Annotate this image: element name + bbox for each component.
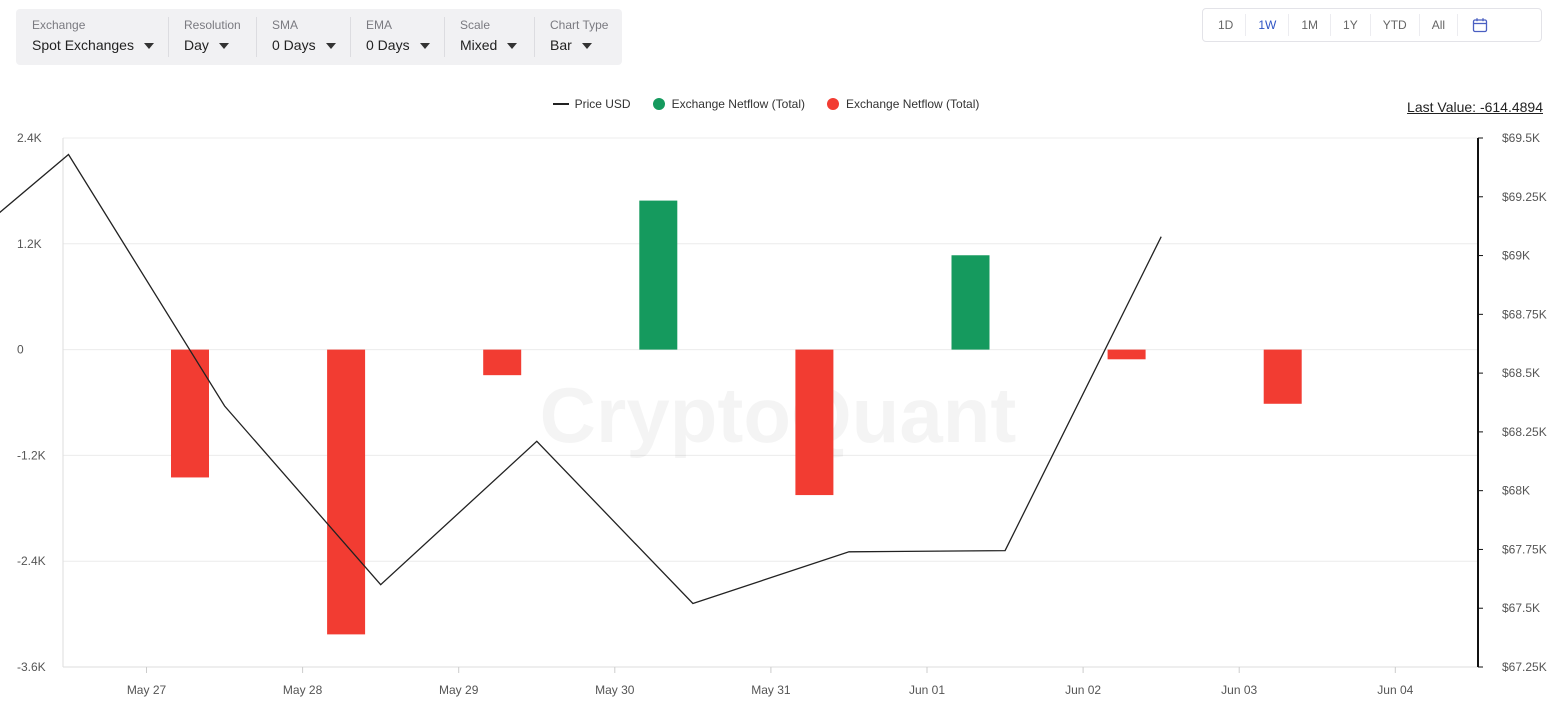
calendar-icon <box>1472 18 1488 33</box>
left-tick-label: 0 <box>17 343 24 357</box>
time-range-selector: 1D 1W 1M 1Y YTD All <box>1202 8 1542 42</box>
sma-value: 0 Days <box>272 37 336 53</box>
right-tick-label: $69K <box>1502 249 1530 263</box>
sma-selector[interactable]: SMA 0 Days <box>256 9 350 65</box>
resolution-label: Resolution <box>184 18 241 32</box>
price-line <box>0 153 1162 605</box>
x-tick-label: Jun 04 <box>1377 683 1413 697</box>
x-tick-label: Jun 02 <box>1065 683 1101 697</box>
x-tick-label: Jun 03 <box>1221 683 1257 697</box>
legend-netflow-negative-label: Exchange Netflow (Total) <box>846 97 980 111</box>
chevron-down-icon <box>581 42 592 49</box>
legend-item-netflow-negative[interactable]: Exchange Netflow (Total) <box>827 97 979 111</box>
legend-items: Price USD Exchange Netflow (Total) Excha… <box>552 97 1002 111</box>
green-dot-icon <box>652 98 665 110</box>
watermark: CryptoQuant <box>540 371 1017 459</box>
x-tick-label: May 28 <box>283 683 323 697</box>
right-tick-label: $67.75K <box>1502 542 1547 556</box>
right-tick-label: $68.75K <box>1502 307 1547 321</box>
ema-value-text: 0 Days <box>366 37 410 53</box>
netflow-bar <box>951 255 990 350</box>
chart-type-value: Bar <box>550 37 592 53</box>
chevron-down-icon <box>143 42 154 49</box>
range-button-1m[interactable]: 1M <box>1289 14 1332 36</box>
last-value-link[interactable]: Last Value: -614.4894 <box>1407 99 1543 115</box>
legend-item-price[interactable]: Price USD <box>552 97 631 111</box>
chart-legend: Price USD Exchange Netflow (Total) Excha… <box>0 97 1556 111</box>
right-tick-label: $67.5K <box>1502 601 1540 615</box>
right-axis-ticks: $69.5K $69.25K $69K $68.75K $68.5K $68.25K $68… <box>1478 131 1547 674</box>
exchange-label: Exchange <box>32 18 86 32</box>
right-tick-label: $68K <box>1502 484 1530 498</box>
chevron-down-icon <box>325 42 336 49</box>
calendar-button[interactable] <box>1458 17 1502 33</box>
right-tick-label: $67.25K <box>1502 660 1547 674</box>
chevron-down-icon <box>218 42 229 49</box>
scale-value-text: Mixed <box>460 37 498 53</box>
chart-type-selector[interactable]: Chart Type Bar <box>534 9 622 65</box>
resolution-value: Day <box>184 37 229 53</box>
left-axis-ticks: 2.4K 1.2K 0 -1.2K -2.4K -3.6K <box>17 131 46 674</box>
netflow-bar <box>171 349 209 478</box>
x-tick-label: Jun 01 <box>909 683 945 697</box>
netflow-bar <box>639 200 678 350</box>
range-button-1d[interactable]: 1D <box>1203 14 1247 36</box>
left-tick-label: 1.2K <box>17 237 42 251</box>
x-tick-label: May 29 <box>439 683 479 697</box>
chevron-down-icon <box>507 42 518 49</box>
left-tick-label: -3.6K <box>17 660 46 674</box>
netflow-bar <box>1263 349 1302 404</box>
exchange-selector[interactable]: Exchange Spot Exchanges <box>16 9 168 65</box>
right-tick-label: $69.5K <box>1502 131 1540 145</box>
scale-label: Scale <box>460 18 491 32</box>
sma-label: SMA <box>272 18 299 32</box>
chevron-down-icon <box>419 42 430 49</box>
exchange-value-text: Spot Exchanges <box>32 37 134 53</box>
right-tick-label: $68.5K <box>1502 366 1540 380</box>
netflow-bar <box>327 349 366 635</box>
left-tick-label: -1.2K <box>17 448 46 462</box>
legend-price-label: Price USD <box>574 97 631 111</box>
left-tick-label: 2.4K <box>17 131 42 145</box>
line-swatch-icon <box>552 103 569 105</box>
ema-value: 0 Days <box>366 37 430 53</box>
chart-type-value-text: Bar <box>550 37 572 53</box>
x-axis-ticks: May 27 May 28 May 29 May 30 May 31 Jun 01 Jun … <box>127 667 1414 697</box>
range-button-1y[interactable]: 1Y <box>1331 14 1371 36</box>
netflow-bar <box>795 349 834 496</box>
range-button-ytd[interactable]: YTD <box>1371 14 1420 36</box>
netflow-bars <box>171 200 1302 635</box>
x-tick-label: May 30 <box>595 683 635 697</box>
legend-netflow-positive-label: Exchange Netflow (Total) <box>671 97 805 111</box>
range-button-1w[interactable]: 1W <box>1246 14 1290 36</box>
chart-settings-toolbar: Exchange Spot Exchanges Resolution Day S… <box>16 9 622 65</box>
right-tick-label: $68.25K <box>1502 425 1547 439</box>
right-tick-label: $69.25K <box>1502 190 1547 204</box>
sma-value-text: 0 Days <box>272 37 316 53</box>
netflow-bar <box>483 349 522 376</box>
legend-item-netflow-positive[interactable]: Exchange Netflow (Total) <box>652 97 805 111</box>
scale-value: Mixed <box>460 37 518 53</box>
chart-type-label: Chart Type <box>550 18 609 32</box>
x-tick-label: May 31 <box>751 683 791 697</box>
scale-selector[interactable]: Scale Mixed <box>444 9 534 65</box>
ema-selector[interactable]: EMA 0 Days <box>350 9 444 65</box>
ema-label: EMA <box>366 18 393 32</box>
resolution-selector[interactable]: Resolution Day <box>168 9 256 65</box>
netflow-bar <box>1107 349 1146 360</box>
range-button-all[interactable]: All <box>1420 14 1459 36</box>
red-dot-icon <box>827 98 839 110</box>
price-line-group <box>0 153 1162 605</box>
resolution-value-text: Day <box>184 37 209 53</box>
left-tick-label: -2.4K <box>17 554 46 568</box>
exchange-value: Spot Exchanges <box>32 37 154 53</box>
x-tick-label: May 27 <box>127 683 167 697</box>
